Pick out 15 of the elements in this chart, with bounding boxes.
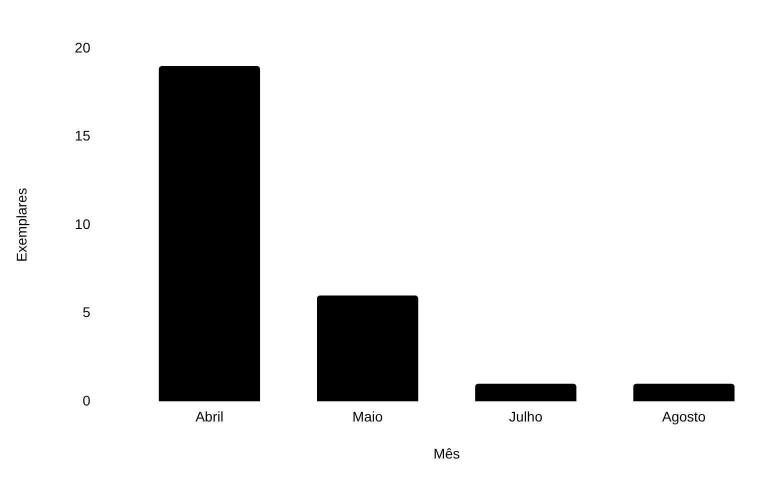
y-tick-label: 20 bbox=[74, 39, 91, 56]
bar bbox=[633, 384, 735, 402]
x-tick-label: Agosto bbox=[662, 408, 706, 425]
x-axis-title: Mês bbox=[433, 445, 460, 462]
y-tick-label: 10 bbox=[74, 216, 91, 232]
y-tick-label: 5 bbox=[82, 304, 91, 320]
y-tick-label: 0 bbox=[82, 392, 91, 408]
x-tick-label: Julho bbox=[509, 408, 543, 425]
x-tick-label: Maio bbox=[352, 408, 383, 425]
y-tick-label: 15 bbox=[74, 128, 91, 144]
bar bbox=[158, 66, 260, 402]
bar bbox=[317, 296, 418, 402]
x-tick-label: Abril bbox=[195, 408, 224, 425]
y-axis-title: Exemplares bbox=[13, 188, 30, 262]
bar bbox=[475, 384, 576, 402]
